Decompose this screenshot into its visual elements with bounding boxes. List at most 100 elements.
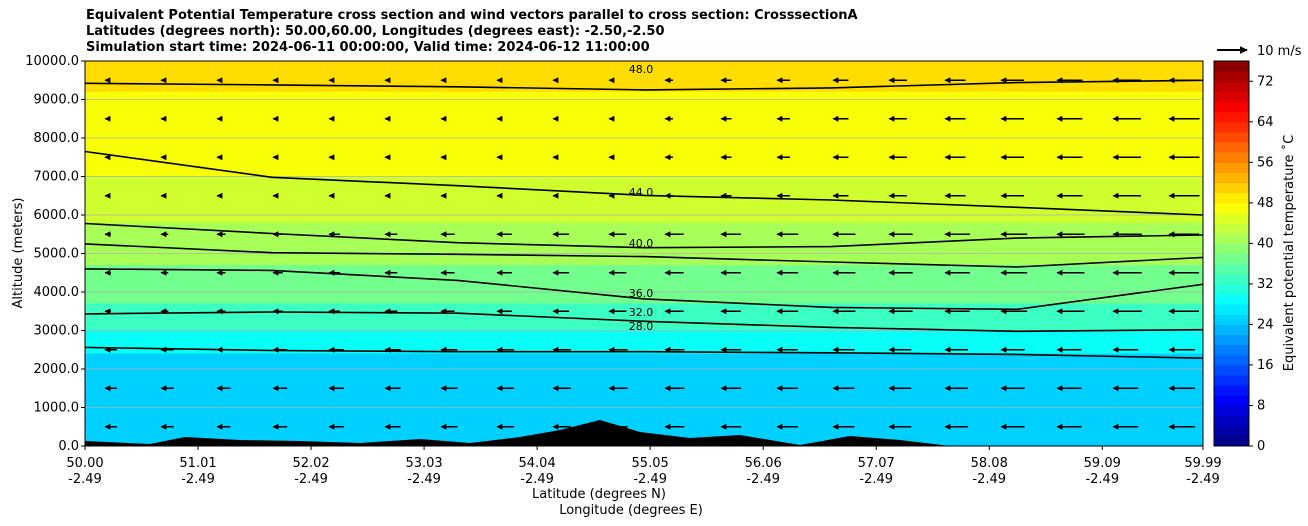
x-tick-label-lon: -2.49 — [68, 472, 102, 487]
contour-label: 44.0 — [629, 186, 654, 199]
colorbar-segment — [1214, 223, 1249, 234]
colorbar-segment — [1214, 354, 1249, 366]
quiver-key-label: 10 m/s — [1257, 44, 1302, 59]
x-tick-label-lon: -2.49 — [294, 472, 328, 487]
wind-vectors — [104, 77, 1200, 430]
colorbar-segment — [1214, 81, 1249, 92]
colorbar-tick-label: 32 — [1257, 277, 1274, 292]
x-tick-label-lat: 51.01 — [179, 456, 216, 471]
x-axis-label-latitude: Latitude (degrees N) — [532, 487, 666, 502]
colorbar-segment — [1214, 364, 1249, 376]
contour-line — [85, 268, 1203, 311]
y-axis-label: Altitude (meters) — [11, 198, 26, 309]
x-tick-label-lat: 57.07 — [858, 456, 895, 471]
colorbar-tick-label: 0 — [1257, 439, 1265, 454]
colorbar-segment — [1214, 395, 1249, 406]
colorbar-tick-label: 8 — [1257, 398, 1265, 413]
colorbar-tick-label: 16 — [1257, 358, 1274, 373]
quiver-key: 10 m/s — [1217, 44, 1302, 59]
x-tick-label-lon: -2.49 — [633, 472, 667, 487]
y-tick-label: 5000.0 — [34, 247, 80, 262]
y-tick-label: 6000.0 — [34, 208, 80, 223]
x-tick-label-lon: -2.49 — [181, 472, 215, 487]
chart-title: Equivalent Potential Temperature cross s… — [86, 8, 858, 56]
contour-label: 48.0 — [629, 63, 654, 76]
colorbar-segment — [1214, 283, 1249, 295]
y-tick-label: 2000.0 — [34, 362, 80, 377]
colorbar-segment — [1214, 71, 1249, 82]
title-line-3: Simulation start time: 2024-06-11 00:00:… — [86, 40, 650, 55]
x-tick-label-lon: -2.49 — [746, 472, 780, 487]
colorbar: 0 8 16 24 32 40 48 56 64 72 — [1213, 60, 1274, 454]
contour-line — [85, 311, 1203, 333]
y-tick-label: 8000.0 — [34, 131, 80, 146]
colorbar-segment — [1214, 61, 1249, 72]
title-line-1: Equivalent Potential Temperature cross s… — [86, 8, 858, 23]
colorbar-segment — [1214, 101, 1249, 113]
contour-line — [85, 79, 1203, 91]
contour-line — [85, 243, 1203, 268]
colorbar-segment — [1214, 182, 1249, 194]
colorbar-segment — [1214, 415, 1249, 427]
x-tick-label-lat: 52.02 — [292, 456, 329, 471]
y-tick-label: 7000.0 — [34, 170, 80, 185]
colorbar-segment — [1214, 212, 1249, 224]
colorbar-segment — [1214, 162, 1249, 173]
colorbar-frame — [1213, 60, 1250, 447]
colorbar-segment — [1214, 121, 1249, 133]
colorbar-tick-label: 64 — [1257, 115, 1274, 130]
x-tick-label-lon: -2.49 — [520, 472, 554, 487]
x-tick-label-lat: 50.00 — [66, 456, 103, 471]
colorbar-segment — [1214, 273, 1249, 285]
colorbar-segment — [1214, 202, 1249, 214]
colorbar-segment — [1214, 91, 1249, 103]
contour-line — [85, 150, 1203, 216]
colorbar-segment — [1214, 233, 1249, 244]
x-tick-label-lat: 59.09 — [1084, 456, 1121, 471]
colorbar-tick-label: 48 — [1257, 196, 1274, 211]
colorbar-segment — [1214, 344, 1249, 356]
contour-label: 32.0 — [629, 306, 654, 319]
y-tick-label: 10000.0 — [25, 54, 79, 69]
x-tick-label-lon: -2.49 — [1085, 472, 1119, 487]
colorbar-segment — [1214, 111, 1249, 123]
colorbar-segment — [1214, 324, 1249, 336]
y-axis: 0.0 1000.0 2000.0 3000.0 4000.0 5000.0 6000.0 7… — [25, 54, 85, 454]
colorbar-segment — [1214, 425, 1249, 437]
colorbar-segment — [1214, 152, 1249, 163]
x-tick-label-lat: 56.06 — [745, 456, 782, 471]
theta-band — [85, 353, 1203, 446]
horizontal-gridlines — [85, 61, 1203, 446]
theta-contour-lines — [85, 79, 1203, 359]
x-tick-label-lat: 55.05 — [632, 456, 669, 471]
colorbar-segment — [1214, 435, 1249, 447]
x-tick-label-lon: -2.49 — [407, 472, 441, 487]
colorbar-segment — [1214, 142, 1249, 153]
colorbar-segment — [1214, 263, 1249, 275]
colorbar-segment — [1214, 334, 1249, 346]
contour-line — [85, 222, 1203, 249]
contour-labels: 48.0 44.0 40.0 36.0 32.028.0 — [629, 63, 654, 333]
colorbar-segment — [1214, 253, 1249, 265]
colorbar-segment — [1214, 294, 1249, 305]
colorbar-tick-label: 24 — [1257, 317, 1274, 332]
x-tick-label-lon: -2.49 — [972, 472, 1006, 487]
colorbar-segment — [1214, 243, 1249, 254]
contour-label: 28.0 — [629, 320, 654, 333]
terrain-shape — [85, 420, 950, 446]
x-tick-label-lat: 59.99 — [1184, 456, 1221, 471]
terrain-silhouette — [85, 420, 950, 446]
contour-label: 36.0 — [629, 287, 654, 300]
colorbar-segment — [1214, 405, 1249, 417]
x-tick-label-lat: 58.08 — [971, 456, 1008, 471]
colorbar-tick-label: 72 — [1257, 74, 1274, 89]
y-tick-label: 9000.0 — [34, 93, 80, 108]
y-tick-label: 3000.0 — [34, 324, 80, 339]
x-tick-label-lat: 53.03 — [405, 456, 442, 471]
colorbar-tick-label: 40 — [1257, 236, 1274, 251]
colorbar-segment — [1214, 172, 1249, 184]
colorbar-segment — [1214, 192, 1249, 204]
colorbar-segment — [1214, 304, 1249, 315]
contour-label: 40.0 — [629, 237, 654, 250]
